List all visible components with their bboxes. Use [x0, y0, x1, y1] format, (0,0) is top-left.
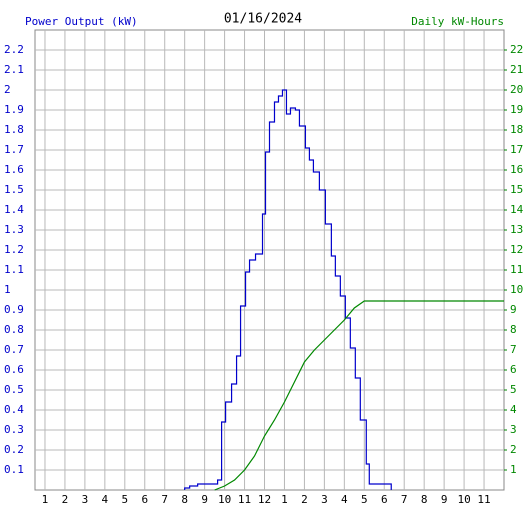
y-tick-label: 1.9: [4, 103, 24, 116]
y-tick-label: 0.9: [4, 303, 24, 316]
x-tick-label: 7: [161, 493, 168, 506]
x-tick-label: 1: [42, 493, 49, 506]
x-tick-label: 4: [102, 493, 109, 506]
y2-tick-label: 2: [510, 443, 517, 456]
y2-tick-label: 10: [510, 283, 523, 296]
x-tick-label: 6: [141, 493, 148, 506]
y-tick-label: 1.6: [4, 163, 24, 176]
x-tick-label: 7: [401, 493, 408, 506]
y2-tick-label: 3: [510, 423, 517, 436]
x-tick-label: 5: [121, 493, 128, 506]
y2-tick-label: 6: [510, 363, 517, 376]
y2-tick-label: 20: [510, 83, 523, 96]
y-tick-label: 1.7: [4, 143, 24, 156]
x-tick-label: 5: [361, 493, 368, 506]
x-tick-label: 8: [421, 493, 428, 506]
y-tick-label: 2.1: [4, 63, 24, 76]
y-tick-label: 1.3: [4, 223, 24, 236]
y2-tick-label: 13: [510, 223, 523, 236]
y2-tick-label: 12: [510, 243, 523, 256]
x-tick-label: 1: [281, 493, 288, 506]
x-tick-label: 12: [258, 493, 271, 506]
y2-tick-label: 16: [510, 163, 523, 176]
x-tick-label: 3: [321, 493, 328, 506]
x-tick-label: 10: [457, 493, 470, 506]
x-tick-label: 6: [381, 493, 388, 506]
y2-tick-label: 22: [510, 43, 523, 56]
y2-tick-label: 11: [510, 263, 523, 276]
y2-tick-label: 1: [510, 463, 517, 476]
y2-tick-label: 8: [510, 323, 517, 336]
y2-tick-label: 17: [510, 143, 523, 156]
y-tick-label: 0.7: [4, 343, 24, 356]
y-tick-label: 1.1: [4, 263, 24, 276]
y2-tick-label: 14: [510, 203, 524, 216]
x-tick-label: 9: [201, 493, 208, 506]
x-tick-label: 9: [441, 493, 448, 506]
y2-tick-label: 7: [510, 343, 517, 356]
y2-tick-label: 9: [510, 303, 517, 316]
y2-tick-label: 5: [510, 383, 517, 396]
plot-area: [34, 29, 505, 491]
series-line: [184, 89, 392, 490]
x-tick-label: 3: [82, 493, 89, 506]
y2-tick-label: 19: [510, 103, 523, 116]
y-tick-label: 0.2: [4, 443, 24, 456]
y-tick-label: 1.5: [4, 183, 24, 196]
x-tick-label: 8: [181, 493, 188, 506]
y-tick-label: 1.8: [4, 123, 24, 136]
y-tick-label: 0.4: [4, 403, 24, 416]
y-axis-label: Power Output (kW): [25, 15, 138, 28]
y2-tick-label: 18: [510, 123, 523, 136]
y-tick-label: 0.1: [4, 463, 24, 476]
x-tick-label: 10: [218, 493, 231, 506]
y-tick-label: 0.8: [4, 323, 24, 336]
y-tick-label: 2: [4, 83, 11, 96]
y-tick-label: 1.2: [4, 243, 24, 256]
x-tick-label: 11: [238, 493, 251, 506]
y-tick-label: 1.4: [4, 203, 24, 216]
series-line: [214, 300, 504, 491]
y-tick-label: 0.5: [4, 383, 24, 396]
x-tick-label: 2: [301, 493, 308, 506]
y2-tick-label: 4: [510, 403, 517, 416]
y-tick-label: 0.6: [4, 363, 24, 376]
y-tick-label: 1: [4, 283, 11, 296]
y2-tick-label: 21: [510, 63, 523, 76]
y2-axis-label: Daily kW-Hours: [411, 15, 504, 28]
y2-tick-label: 15: [510, 183, 523, 196]
chart-title: 01/16/2024: [224, 12, 302, 27]
x-tick-label: 4: [341, 493, 348, 506]
y-tick-label: 2.2: [4, 43, 24, 56]
x-tick-label: 11: [477, 493, 490, 506]
y-tick-label: 0.3: [4, 423, 24, 436]
x-tick-label: 2: [62, 493, 69, 506]
